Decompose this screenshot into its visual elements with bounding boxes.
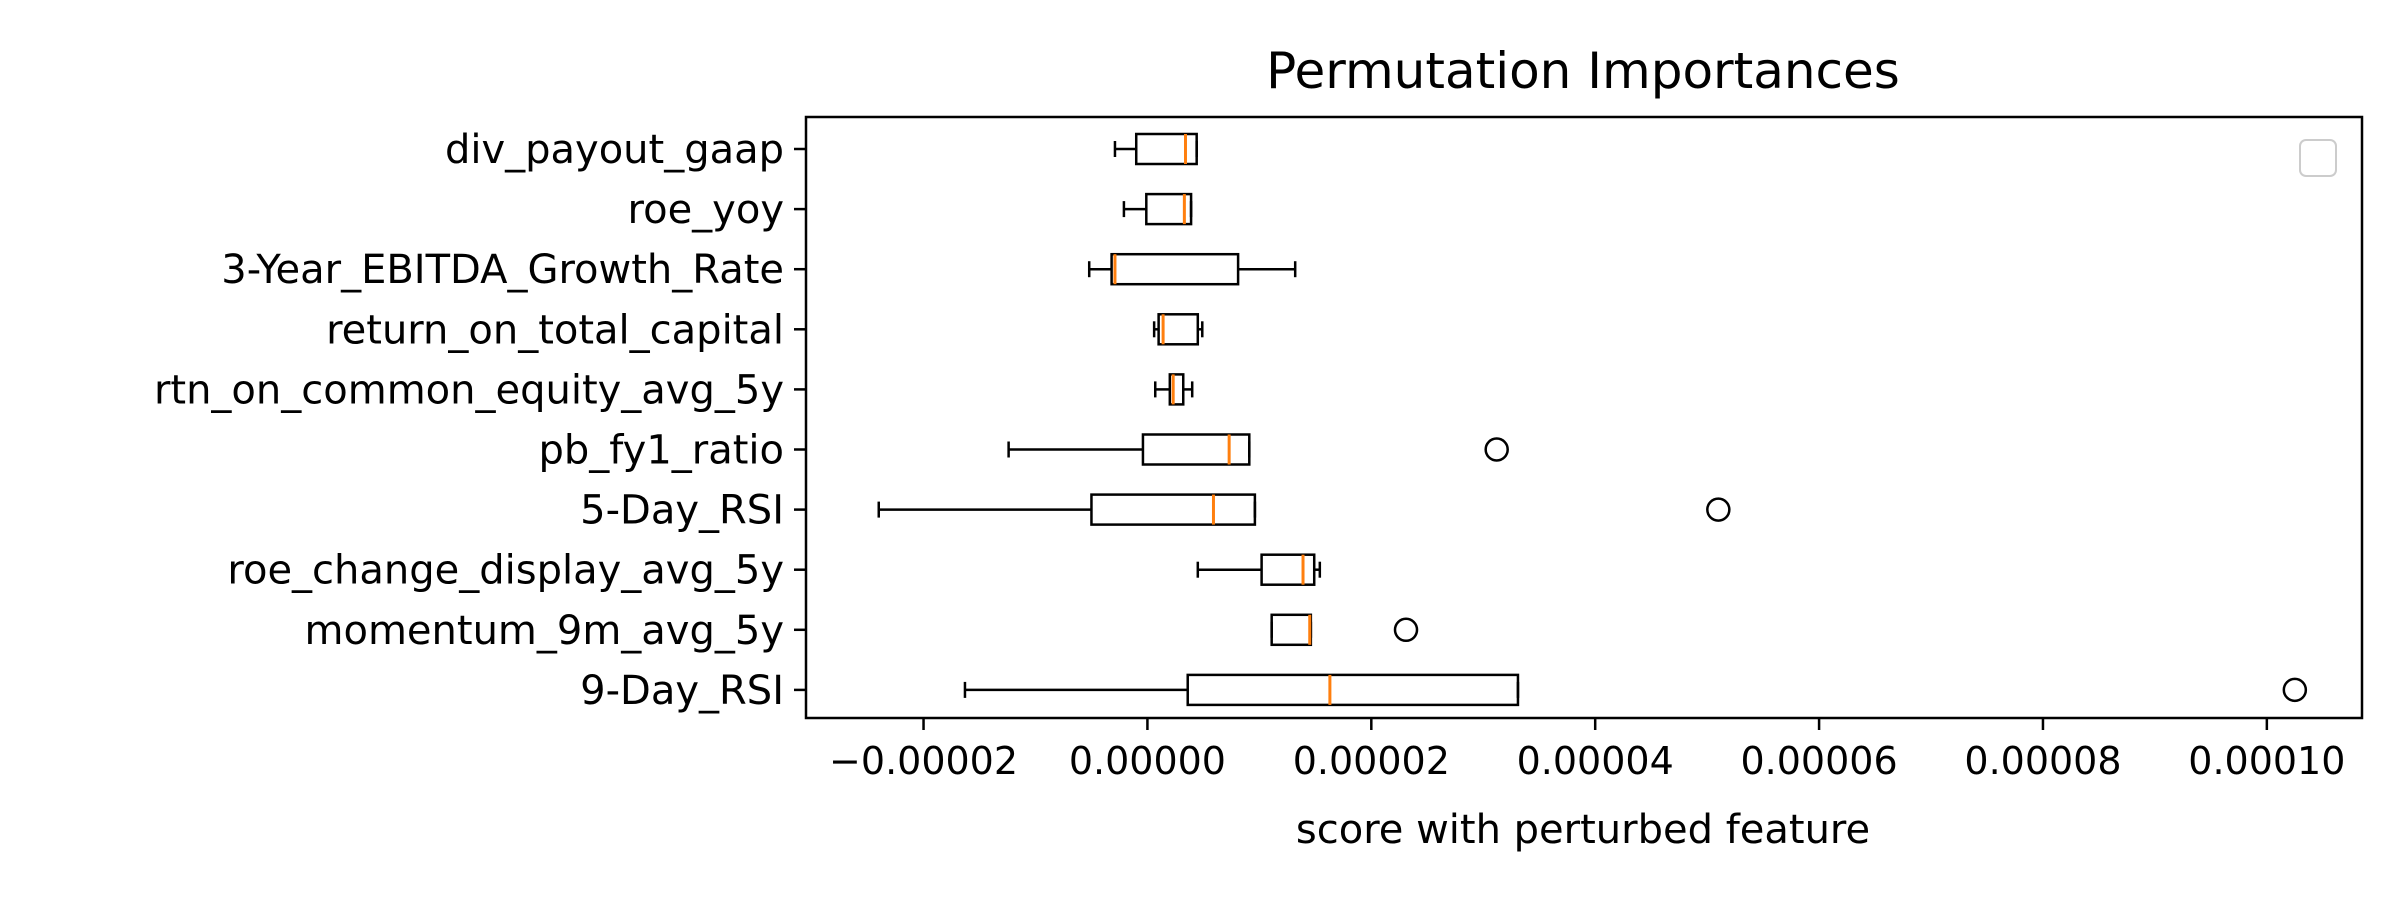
box <box>1270 613 1313 647</box>
chart-title: Permutation Importances <box>1266 42 1900 100</box>
box <box>1110 252 1240 286</box>
plot-frame <box>804 115 2364 720</box>
y-tick-label: pb_fy1_ratio <box>538 428 784 474</box>
x-axis-label: score with perturbed feature <box>1296 807 1870 853</box>
outlier-point <box>2282 677 2308 703</box>
x-tick-label: 0.00010 <box>2188 739 2345 783</box>
outlier-point <box>1484 437 1509 462</box>
outlier-point <box>1706 497 1731 522</box>
box <box>1168 373 1185 406</box>
y-tick-label: 9-Day_RSI <box>580 668 784 714</box>
y-tick-label: return_on_total_capital <box>326 307 784 353</box>
x-tick-label: 0.00000 <box>1069 739 1226 783</box>
y-tick-label: momentum_9m_avg_5y <box>305 608 784 654</box>
y-tick-label: 5-Day_RSI <box>580 488 784 534</box>
box <box>1090 493 1257 526</box>
box <box>1141 433 1251 466</box>
y-tick-label: div_payout_gaap <box>445 127 784 173</box>
x-tick-label: 0.00004 <box>1517 739 1674 783</box>
box <box>1134 132 1198 166</box>
outlier-point <box>1393 617 1419 643</box>
plot-area: −0.00002 0.00000 0.00002 0.00004 0.00006 0.00… <box>154 115 2364 783</box>
legend-box <box>2299 139 2337 177</box>
y-tick-label: rtn_on_common_equity_avg_5y <box>154 367 784 413</box>
x-tick-label: −0.00002 <box>829 739 1018 783</box>
box <box>1157 313 1200 346</box>
x-tick-label: 0.00008 <box>1964 739 2121 783</box>
x-tick-label: 0.00006 <box>1741 739 1898 783</box>
box <box>1145 192 1193 226</box>
y-tick-label: roe_change_display_avg_5y <box>227 548 784 594</box>
x-tick-label: 0.00002 <box>1293 739 1450 783</box>
y-tick-label: 3-Year_EBITDA_Growth_Rate <box>221 247 784 293</box>
y-tick-label: roe_yoy <box>628 187 784 233</box>
box <box>1260 553 1316 586</box>
box <box>1186 673 1520 707</box>
